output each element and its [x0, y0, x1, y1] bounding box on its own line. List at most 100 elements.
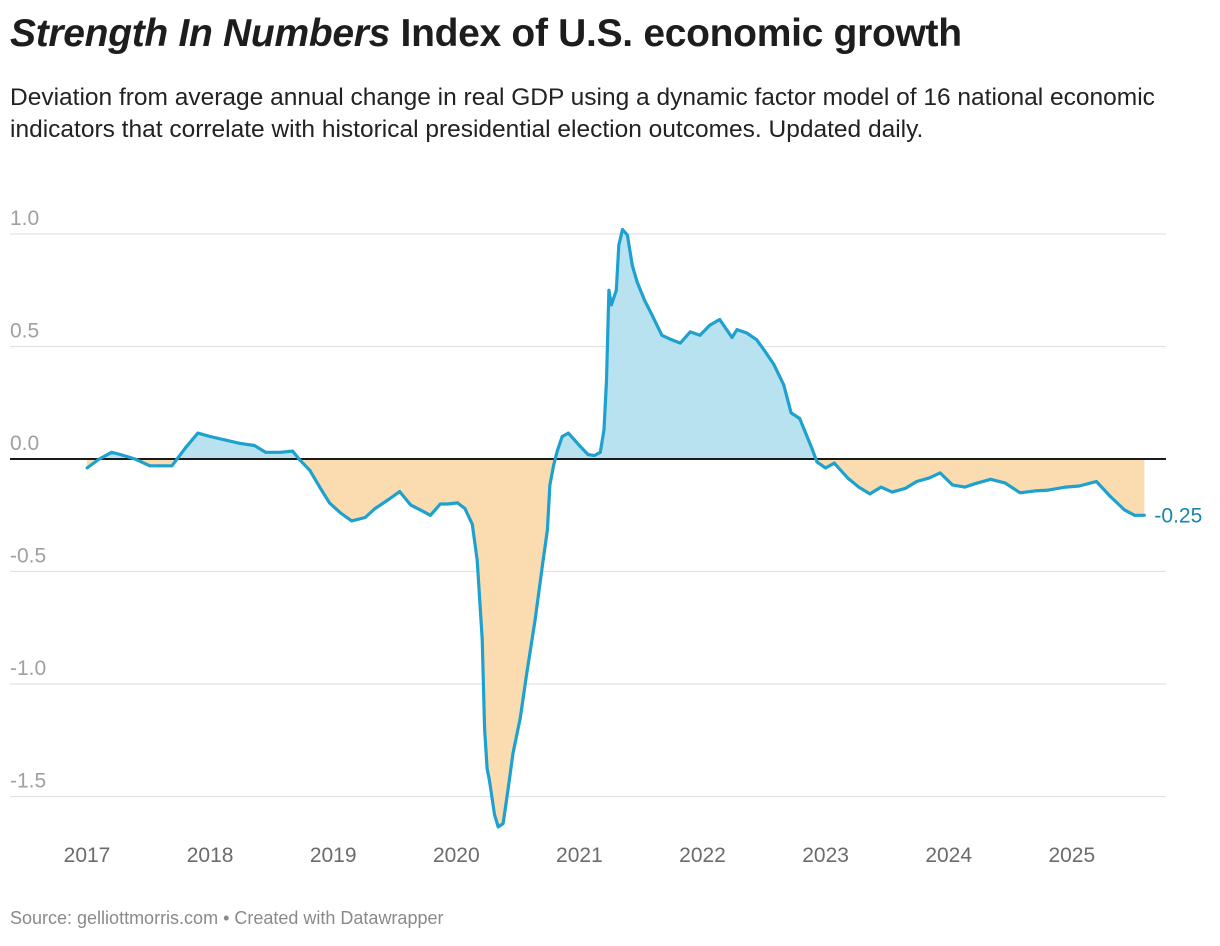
positive-area: [87, 229, 1145, 459]
data-point: [480, 637, 484, 641]
data-point: [755, 338, 759, 342]
data-point: [846, 476, 850, 480]
data-point: [915, 480, 919, 483]
data-point: [533, 618, 537, 622]
data-point: [170, 464, 174, 468]
title-rest: Index of U.S. economic growth: [390, 12, 962, 55]
data-point: [617, 243, 621, 247]
data-point: [318, 485, 322, 489]
data-point: [183, 446, 187, 450]
x-tick-label: 2020: [433, 844, 480, 867]
data-point: [678, 341, 682, 345]
gridlines: [10, 233, 1166, 798]
data-point: [735, 328, 739, 332]
data-point: [1108, 494, 1112, 498]
data-point: [718, 318, 722, 321]
data-point: [524, 673, 528, 677]
data-point: [566, 431, 570, 435]
data-point: [223, 438, 227, 442]
data-point: [485, 766, 489, 770]
x-tick-label: 2023: [802, 844, 849, 867]
data-point: [973, 482, 977, 486]
data-point: [446, 502, 450, 506]
data-point: [545, 528, 549, 532]
x-tick-label: 2024: [925, 844, 972, 867]
data-point: [496, 825, 500, 829]
y-tick-label: -1.0: [10, 657, 46, 680]
data-point: [630, 264, 634, 267]
data-point: [745, 331, 749, 335]
title-italic: Strength In Numbers: [10, 12, 390, 55]
y-tick-label: 0.0: [10, 432, 39, 455]
end-value-label: -0.25: [1154, 504, 1202, 527]
data-point: [810, 447, 814, 451]
data-point: [904, 486, 908, 490]
data-point: [475, 558, 479, 562]
data-point: [635, 280, 639, 284]
data-point: [118, 453, 122, 456]
data-point: [555, 449, 559, 453]
data-point: [252, 444, 256, 447]
data-point: [1077, 484, 1081, 488]
data-point: [698, 333, 702, 337]
y-axis: 1.0 0.5 0.0 -0.5 -1.0 -1.5: [10, 207, 46, 793]
index-line: [86, 227, 1145, 829]
data-point: [586, 453, 590, 456]
data-point: [291, 449, 295, 453]
data-point: [196, 431, 200, 435]
data-point: [643, 298, 647, 302]
data-point: [927, 476, 931, 480]
data-points: [85, 228, 1146, 829]
chart-subtitle: Deviation from average annual change in …: [10, 84, 1155, 143]
x-tick-label: 2018: [187, 844, 234, 867]
data-point: [133, 457, 137, 461]
area-chart: 1.0 0.5 0.0 -0.5 -1.0 -1.5 -0.25 2017 2018 2019…: [10, 207, 1202, 867]
data-point: [148, 464, 152, 468]
data-point: [350, 519, 354, 523]
x-tick-label: 2022: [679, 844, 726, 867]
data-point: [592, 454, 596, 458]
x-tick-label: 2017: [64, 844, 111, 867]
y-tick-label: -0.5: [10, 545, 46, 568]
data-point: [708, 323, 712, 327]
data-point: [1003, 481, 1007, 485]
data-point: [879, 485, 883, 489]
data-point: [577, 444, 581, 447]
data-point: [560, 435, 564, 438]
data-point: [950, 483, 954, 487]
data-point: [815, 460, 819, 464]
x-tick-label: 2025: [1048, 844, 1095, 867]
data-point: [540, 563, 544, 567]
y-tick-label: -1.5: [10, 770, 46, 793]
data-point: [832, 461, 836, 465]
data-point: [660, 333, 664, 337]
data-point: [373, 507, 377, 510]
data-point: [688, 330, 692, 334]
data-point: [463, 507, 467, 510]
data-point: [650, 313, 654, 317]
data-point: [110, 450, 114, 454]
data-point: [328, 501, 332, 505]
data-point: [488, 779, 492, 783]
data-point: [963, 485, 967, 489]
data-point: [419, 508, 423, 512]
data-point: [1094, 480, 1098, 483]
data-point: [501, 822, 505, 825]
data-point: [868, 492, 872, 496]
data-point: [1123, 508, 1127, 512]
data-point: [438, 502, 442, 506]
data-point: [308, 468, 312, 472]
data-point: [989, 477, 993, 481]
data-point: [409, 503, 413, 507]
data-point: [428, 513, 432, 517]
data-point: [762, 348, 766, 352]
x-axis: 2017 2018 2019 2020 2021 2022 2023 2024 2025: [64, 844, 1096, 867]
data-point: [470, 522, 474, 526]
data-point: [772, 363, 776, 366]
data-point: [798, 417, 802, 420]
data-point: [1133, 513, 1137, 517]
data-point: [238, 441, 242, 445]
data-point: [1046, 488, 1050, 492]
data-point: [506, 788, 510, 792]
data-point: [298, 458, 302, 462]
